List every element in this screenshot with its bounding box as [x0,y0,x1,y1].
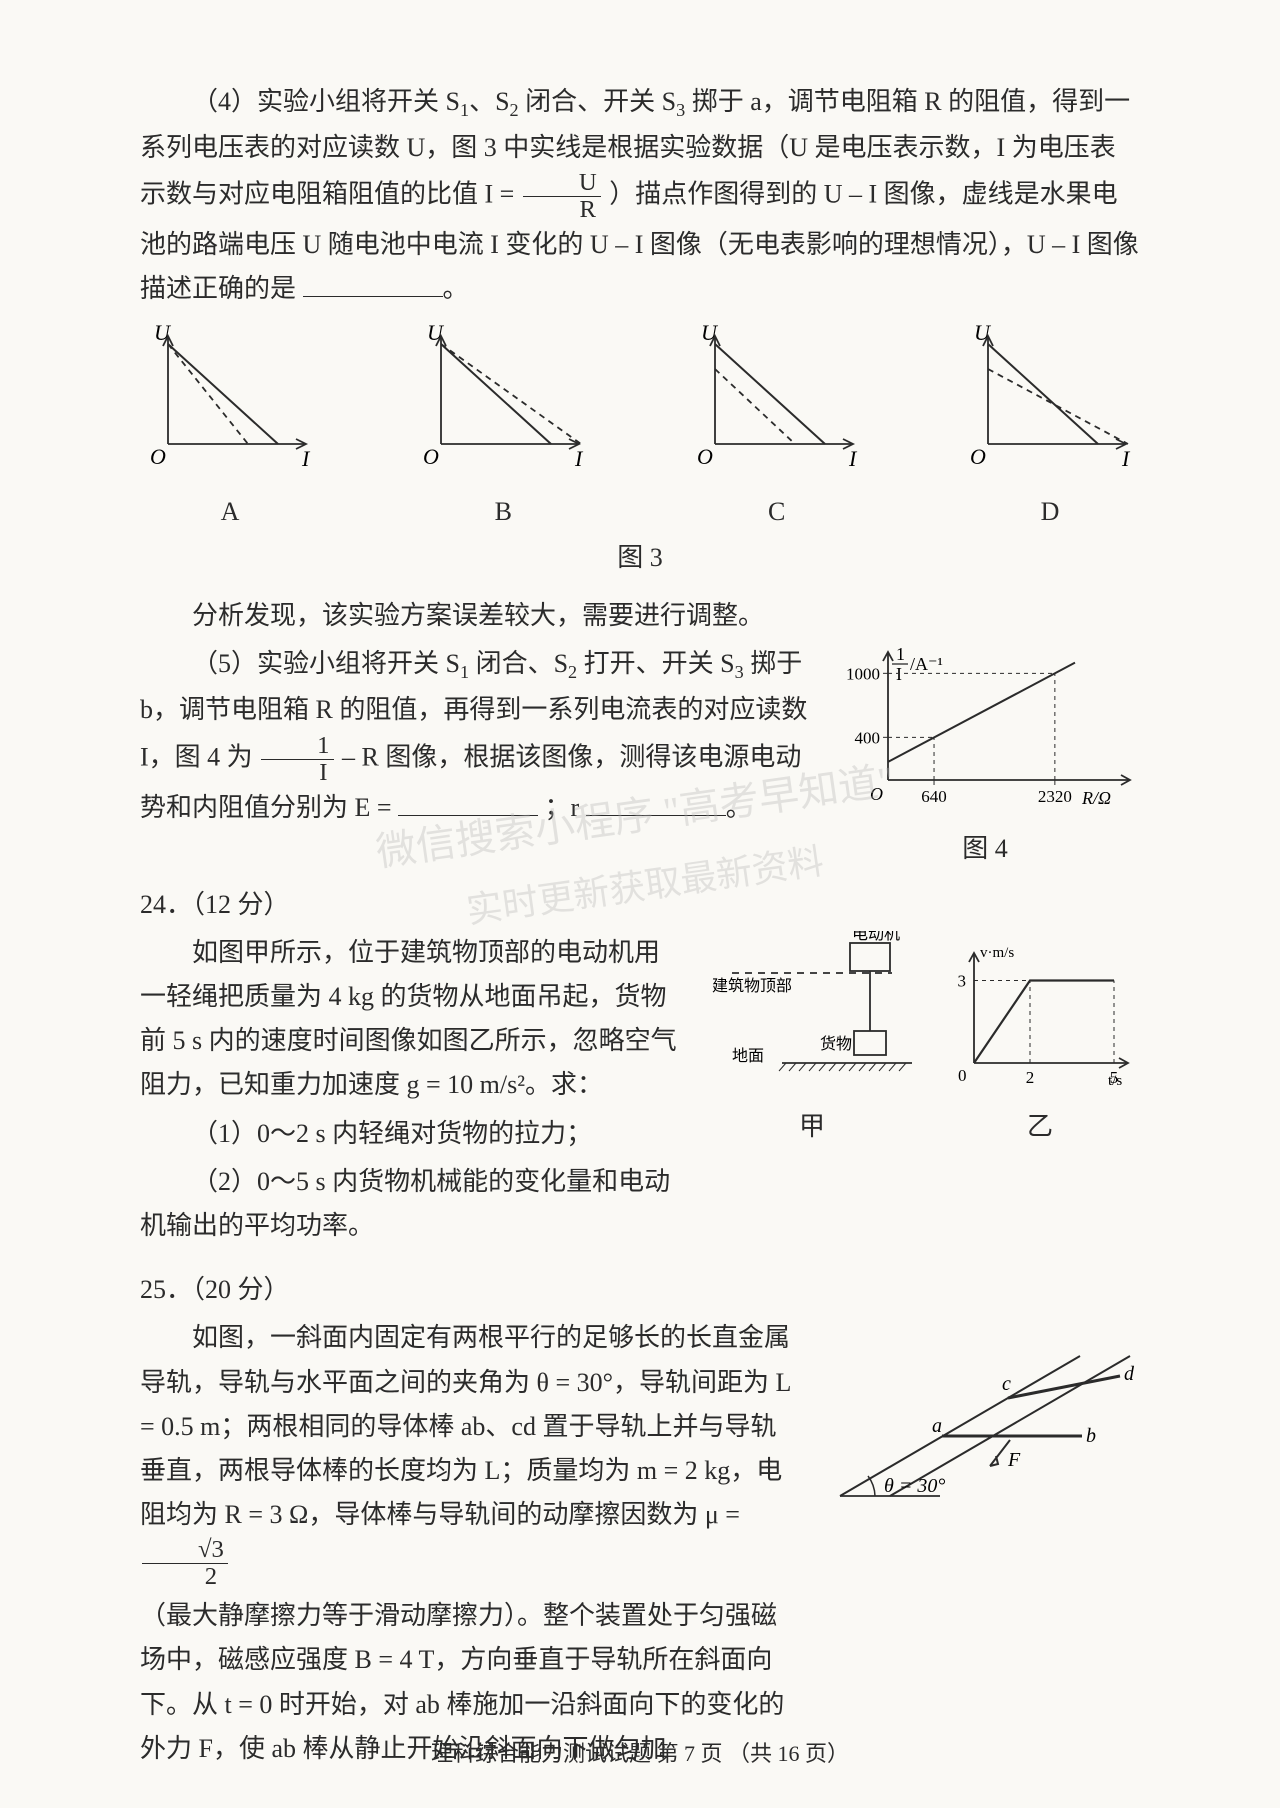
svg-text:a: a [932,1415,942,1437]
q25-header: 25．（20 分） [140,1268,1140,1312]
svg-text:/A⁻¹: /A⁻¹ [910,654,943,674]
svg-text:O: O [150,444,166,469]
q23-p5: （5）实验小组将开关 S1 闭合、S2 打开、开关 S3 掷于 b，调节电阻箱 … [140,642,810,829]
text: 闭合、S [469,649,568,678]
fig4-wrap: 1I/A⁻¹ R/Ω O 400 1000 640 2320 图 4 [830,642,1140,870]
option-label: C [687,490,867,534]
svg-text:地面: 地面 [732,1047,764,1065]
svg-text:5: 5 [1110,1068,1119,1087]
q24-body: 如图甲所示，位于建筑物顶部的电动机用一轻绳把质量为 4 kg 的货物从地面吊起，… [140,931,682,1108]
denominator: I [261,760,333,786]
svg-text:3: 3 [958,971,967,990]
fraction-sqrt3-over-2: √3 2 [142,1537,228,1590]
answer-blank-r [586,789,726,816]
text: 。 [726,793,752,822]
svg-text:I: I [896,664,902,684]
denominator: R [523,197,601,223]
svg-text:I: I [848,446,858,471]
svg-text:2320: 2320 [1038,787,1072,806]
option-A: U I OA [140,322,320,534]
option-label: A [140,490,320,534]
numerator: U [523,170,601,197]
svg-text:F: F [1007,1449,1021,1471]
q24-sub2: （2）0～5 s 内货物机械能的变化量和电动机输出的平均功率。 [140,1160,682,1248]
svg-text:建筑物顶部: 建筑物顶部 [712,977,792,995]
svg-text:0: 0 [958,1066,967,1085]
q24-header: 24．（12 分） [140,883,1140,927]
svg-text:U: U [974,322,992,345]
svg-text:d: d [1124,1363,1135,1385]
svg-text:v·m/s: v·m/s [980,945,1014,961]
q24-row: 如图甲所示，位于建筑物顶部的电动机用一轻绳把质量为 4 kg 的货物从地面吊起，… [140,931,1140,1252]
q23-p4: （4）实验小组将开关 S1、S2 闭合、开关 S3 掷于 a，调节电阻箱 R 的… [140,80,1140,312]
answer-blank [303,270,443,297]
svg-text:c: c [1002,1373,1011,1395]
numerator: √3 [142,1537,228,1564]
fig-yi-chart: v·m/st/s0325 [940,941,1140,1091]
svg-text:U: U [701,322,719,345]
svg-text:U: U [154,322,172,345]
denominator: 2 [142,1564,228,1590]
numerator: 1 [261,733,333,760]
svg-text:θ = 30°: θ = 30° [884,1475,945,1497]
option-D: U I OD [960,322,1140,534]
q23-p5-row: （5）实验小组将开关 S1 闭合、S2 打开、开关 S3 掷于 b，调节电阻箱 … [140,642,1140,870]
text: ；r [545,793,586,822]
q23-analysis: 分析发现，该实验方案误差较大，需要进行调整。 [140,594,1140,638]
svg-text:I: I [1121,446,1131,471]
fraction-1-over-I: 1 I [261,733,333,786]
svg-text:R/Ω: R/Ω [1081,788,1111,808]
svg-text:1000: 1000 [846,665,880,684]
options-row: UIOAUIOBUIOCUIOD [140,322,1140,534]
q25-row: 如图，一斜面内固定有两根平行的足够长的长直金属导轨，导轨与水平面之间的夹角为 θ… [140,1316,1140,1775]
text: （5）实验小组将开关 S [192,649,460,678]
text: 、S [469,87,509,116]
fig-incline: a b c d Fθ = 30° [820,1316,1140,1516]
fig3-caption: 图 3 [140,536,1140,580]
option-B: U I OB [413,322,593,534]
option-C: U I OC [687,322,867,534]
svg-text:I: I [301,446,311,471]
exam-page: 微信搜索小程序 "高考早知道" 实时更新获取最新资料 （4）实验小组将开关 S1… [0,0,1280,1808]
text: 打开、开关 S [577,649,734,678]
svg-text:电动机: 电动机 [852,931,900,943]
svg-text:O: O [970,444,986,469]
svg-text:货物: 货物 [820,1035,852,1053]
answer-blank-E [398,789,538,816]
q24-sub1: （1）0～2 s 内轻绳对货物的拉力； [140,1112,682,1156]
fig4-chart: 1I/A⁻¹ R/Ω O 400 1000 640 2320 [830,642,1140,812]
svg-text:640: 640 [921,787,947,806]
svg-text:I: I [574,446,584,471]
text: （4）实验小组将开关 S [192,87,460,116]
svg-text:b: b [1086,1425,1096,1447]
fraction-U-over-R: U R [523,170,601,223]
svg-text:400: 400 [855,729,881,748]
text: 。 [443,274,469,303]
svg-text:O: O [870,784,883,804]
svg-text:O: O [697,444,713,469]
q24-figs: 电动机建筑物顶部货物地面 甲 v·m/st/s0325 乙 [702,931,1140,1149]
svg-text:1: 1 [896,644,905,664]
svg-text:O: O [423,444,439,469]
fig-jia-caption: 甲 [702,1105,922,1149]
text: 如图，一斜面内固定有两根平行的足够长的长直金属导轨，导轨与水平面之间的夹角为 θ… [140,1323,790,1529]
text: 闭合、开关 S [519,87,676,116]
svg-text:2: 2 [1026,1068,1035,1087]
fig-yi-caption: 乙 [940,1105,1140,1149]
text: I = [485,180,515,209]
q25-fig-wrap: a b c d Fθ = 30° [820,1316,1140,1530]
option-label: D [960,490,1140,534]
fig4-caption: 图 4 [830,827,1140,871]
page-footer: 理科综合能力测试试题 第 7 页 （共 16 页） [0,1735,1280,1772]
svg-text:U: U [427,322,445,345]
fig-jia: 电动机建筑物顶部货物地面 [702,931,922,1091]
option-label: B [413,490,593,534]
q25-body: 如图，一斜面内固定有两根平行的足够长的长直金属导轨，导轨与水平面之间的夹角为 θ… [140,1316,800,1590]
